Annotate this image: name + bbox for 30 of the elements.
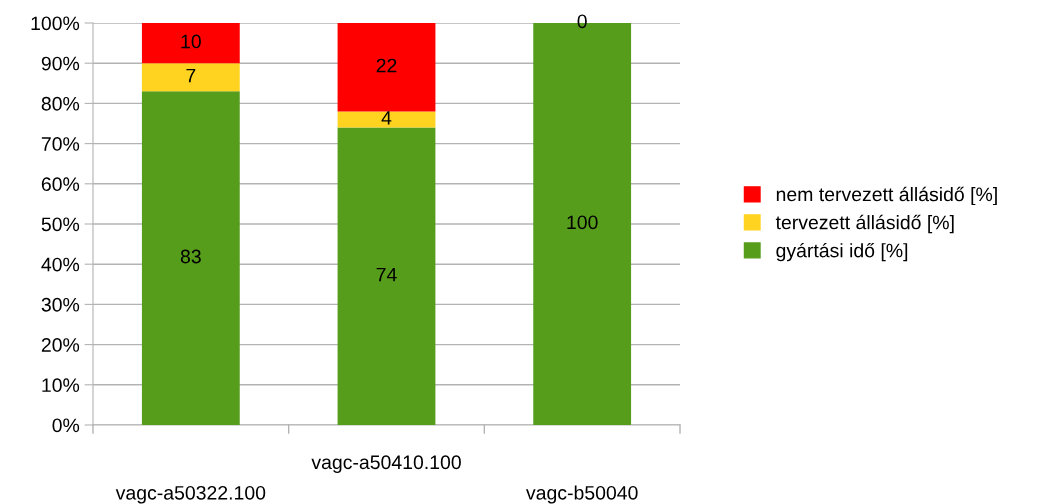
y-tick-label: 30% [41,297,80,312]
x-tick-label: vagc-a50410.100 [311,455,461,473]
y-tick-label: 40% [41,257,80,272]
legend-label: gyártási idő [%] [776,242,908,262]
data-label: 7 [186,68,196,83]
y-tick-label: 0% [52,418,80,433]
y-tick-label: 10% [42,378,80,393]
data-label: 74 [376,267,397,282]
y-tick-label: 80% [41,96,80,111]
data-label: 83 [180,249,201,264]
data-label: 10 [181,34,201,49]
x-tick-label: vagc-b50040 [526,485,638,504]
y-tick-label: 70% [41,137,80,151]
legend-label: nem tervezett állásidő [%] [776,186,997,206]
data-label: 22 [376,58,397,73]
bar [337,111,436,128]
x-tick-label: vagc-a50322.100 [115,485,266,504]
bar [141,91,240,425]
bar [337,23,436,112]
y-tick-label: 20% [41,338,80,352]
data-label: 4 [381,111,392,125]
y-tick-label: 50% [41,217,80,232]
y-tick-label: 100% [31,16,80,31]
legend-label: tervezett állásidő [%] [775,214,954,234]
bar [141,63,240,92]
bar [141,23,240,64]
y-tick-label: 90% [41,56,80,71]
data-label: 100 [567,215,598,230]
bar [337,127,436,425]
y-tick-label: 60% [41,177,80,192]
